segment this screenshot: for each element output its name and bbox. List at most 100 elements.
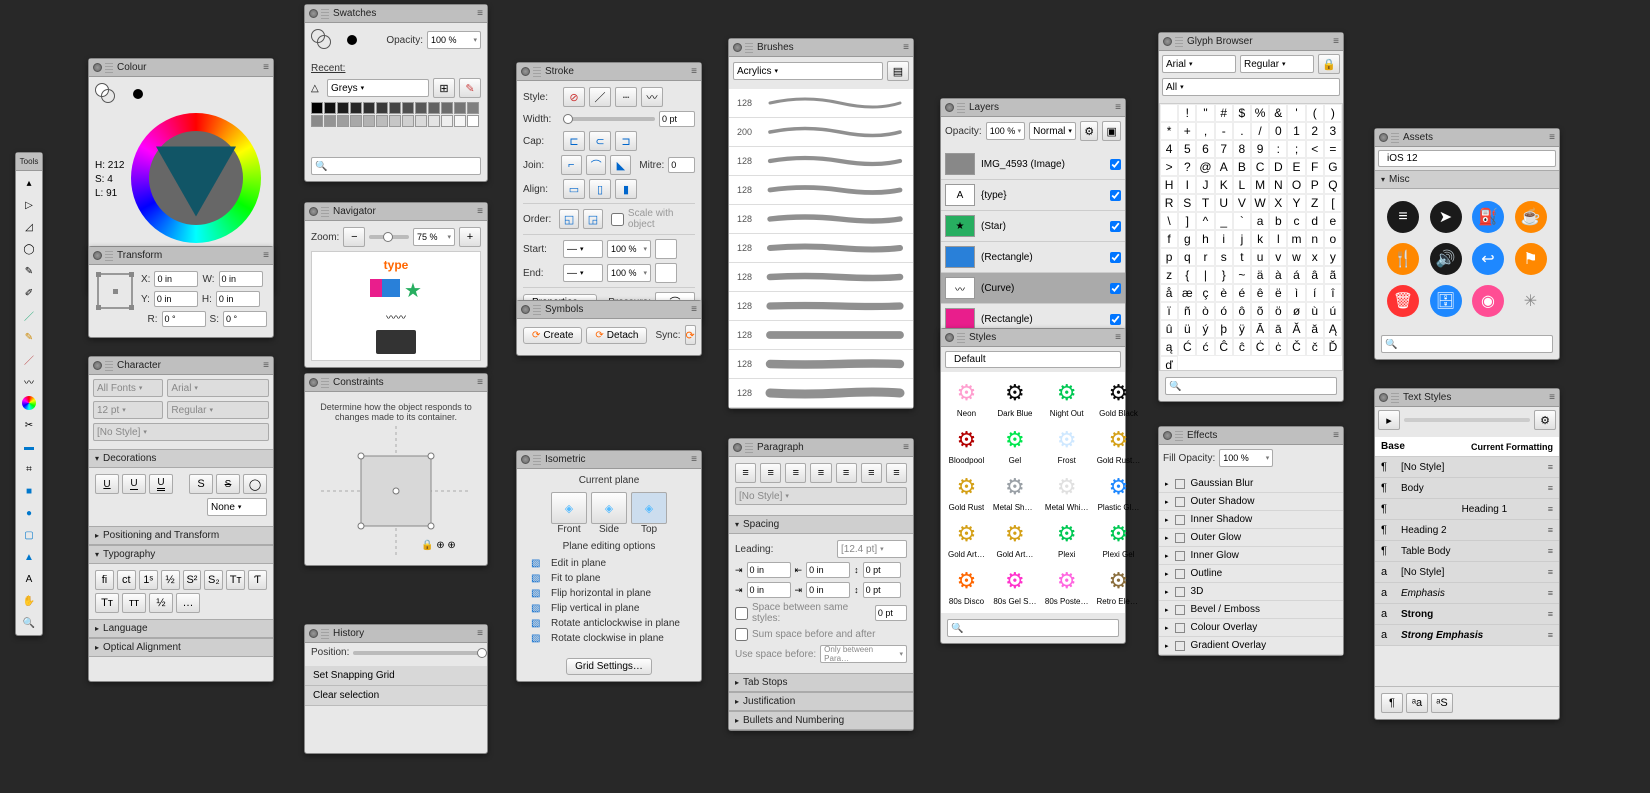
glyph-cell[interactable]: K <box>1215 176 1233 194</box>
close-icon[interactable] <box>93 63 102 72</box>
outline[interactable]: ◯ <box>243 474 267 494</box>
close-icon[interactable] <box>521 455 530 464</box>
glyph-cell[interactable]: d <box>1306 212 1324 230</box>
close-icon[interactable] <box>733 43 742 52</box>
font-family[interactable]: Arial <box>167 379 269 397</box>
glyph-cell[interactable]: R <box>1160 194 1178 212</box>
panel-menu-icon[interactable]: ≡ <box>1107 102 1121 113</box>
drag-icon[interactable] <box>1175 431 1183 441</box>
glyph-cell[interactable]: ą <box>1160 338 1178 356</box>
panel-menu-icon[interactable]: ≡ <box>255 62 269 73</box>
panel-menu-icon[interactable]: ≡ <box>255 360 269 371</box>
drag-icon[interactable] <box>321 629 329 639</box>
style-item[interactable]: ⚙Gold Black <box>1093 376 1143 421</box>
constraints-diagram[interactable]: 🔒 ⊕ ⊕ <box>321 426 471 556</box>
glyph-cell[interactable]: ù <box>1306 302 1324 320</box>
effect-item[interactable]: Outline <box>1159 565 1343 583</box>
tool-rect[interactable]: ■ <box>19 481 39 501</box>
font-collection[interactable]: All Fonts <box>93 379 163 397</box>
w-field[interactable]: 0 in <box>219 271 263 287</box>
drag-icon[interactable] <box>745 43 753 53</box>
fill-opacity[interactable]: 100 % <box>1219 449 1273 467</box>
glyph-cell[interactable]: ö <box>1269 302 1287 320</box>
swatch[interactable] <box>415 115 427 127</box>
panel-menu-icon[interactable]: ≡ <box>469 206 483 217</box>
join-bevel[interactable]: ◣ <box>610 155 631 175</box>
anchor-grid[interactable] <box>97 273 133 309</box>
style-item[interactable]: ⚙Metal Whi… <box>1042 470 1092 515</box>
stroke-brush[interactable]: 〰 <box>641 87 663 107</box>
start-swatch[interactable] <box>655 239 677 259</box>
order-behind[interactable]: ◱ <box>559 209 579 229</box>
glyph-cell[interactable]: * <box>1160 122 1178 140</box>
glyph-cell[interactable]: O <box>1287 176 1305 194</box>
tool-erase[interactable]: ／ <box>19 349 39 369</box>
close-icon[interactable] <box>1379 393 1388 402</box>
align-justify[interactable]: ≡ <box>810 463 831 483</box>
panel-menu-icon[interactable]: ≡ <box>469 377 483 388</box>
close-icon[interactable] <box>1163 431 1172 440</box>
style-item[interactable]: ⚙Plexi Gel <box>1093 517 1143 562</box>
effect-item[interactable]: Gradient Overlay <box>1159 637 1343 655</box>
tool-brush[interactable]: ／ <box>19 305 39 325</box>
style-item[interactable]: ⚙80s Poste… <box>1042 564 1092 609</box>
glyph-cell[interactable]: ú <box>1324 302 1342 320</box>
glyph-cell[interactable]: { <box>1178 266 1196 284</box>
decorations-section[interactable]: Decorations <box>89 449 273 468</box>
join-round[interactable]: ⌒ <box>586 155 607 175</box>
font-weight[interactable]: Regular <box>167 401 269 419</box>
indent-left[interactable]: 0 in <box>747 562 791 578</box>
tool-dropper[interactable]: ✐ <box>19 283 39 303</box>
glyph-cell[interactable]: u <box>1251 248 1269 266</box>
textstyle-row[interactable]: a[No Style]≡ <box>1375 562 1559 583</box>
glyph-cell[interactable]: r <box>1196 248 1214 266</box>
swatch-search[interactable] <box>311 157 481 175</box>
glyph-cell[interactable]: ? <box>1178 158 1196 176</box>
asset-flag[interactable]: ⚑ <box>1515 243 1547 275</box>
glyph-cell[interactable]: J <box>1196 176 1214 194</box>
panel-menu-icon[interactable]: ≡ <box>1541 392 1555 403</box>
drag-icon[interactable] <box>533 67 541 77</box>
glyph-cell[interactable]: â <box>1306 266 1324 284</box>
tool-text[interactable]: ✂ <box>19 415 39 435</box>
glyph-cell[interactable]: 1 <box>1287 122 1305 140</box>
glyph-cell[interactable]: P <box>1306 176 1324 194</box>
glyph-cell[interactable]: 5 <box>1178 140 1196 158</box>
drag-icon[interactable] <box>105 361 113 371</box>
glyph-cell[interactable]: å <box>1160 284 1178 302</box>
glyph-cell[interactable]: z <box>1160 266 1178 284</box>
effect-item[interactable]: Colour Overlay <box>1159 619 1343 637</box>
history-item[interactable]: Clear selection <box>305 686 487 706</box>
close-icon[interactable] <box>309 378 318 387</box>
positioning-section[interactable]: Positioning and Transform <box>89 526 273 545</box>
style-item[interactable]: ⚙Plastic Gl… <box>1093 470 1143 515</box>
glyph-cell[interactable]: ~ <box>1233 266 1251 284</box>
textstyle-row[interactable]: ¶Body≡ <box>1375 478 1559 499</box>
layer-row[interactable]: IMG_4593 (Image) <box>941 149 1125 180</box>
style-item[interactable]: ⚙Retro Eleg… <box>1093 564 1143 609</box>
layer-opacity[interactable]: 100 % <box>986 122 1025 140</box>
swatch[interactable] <box>467 102 479 114</box>
glyph-cell[interactable]: ā <box>1269 320 1287 338</box>
plane-top[interactable]: ◈ <box>631 492 667 524</box>
close-icon[interactable] <box>93 361 102 370</box>
glyph-cell[interactable]: 6 <box>1196 140 1214 158</box>
glyph-cell[interactable]: H <box>1160 176 1178 194</box>
glyph-cell[interactable]: S <box>1178 194 1196 212</box>
swatch[interactable] <box>363 102 375 114</box>
glyph-cell[interactable]: Q <box>1324 176 1342 194</box>
glyph-cell[interactable]: w <box>1287 248 1305 266</box>
brush-item[interactable]: 200 <box>729 118 913 147</box>
color-wheel[interactable] <box>131 113 261 243</box>
tool-artistic[interactable]: A <box>19 569 39 589</box>
layer-row[interactable]: A{type} <box>941 180 1125 211</box>
width-value[interactable]: 0 pt <box>659 111 695 127</box>
brush-item[interactable]: 128 <box>729 263 913 292</box>
scale-check[interactable] <box>611 213 624 226</box>
language-section[interactable]: Language <box>89 619 273 638</box>
create-button[interactable]: ⟳Create <box>523 327 582 344</box>
brush-item[interactable]: 128 <box>729 234 913 263</box>
iso-option[interactable]: ▧Fit to plane <box>531 573 687 584</box>
glyph-cell[interactable]: W <box>1251 194 1269 212</box>
history-item[interactable]: Set Snapping Grid <box>305 666 487 686</box>
